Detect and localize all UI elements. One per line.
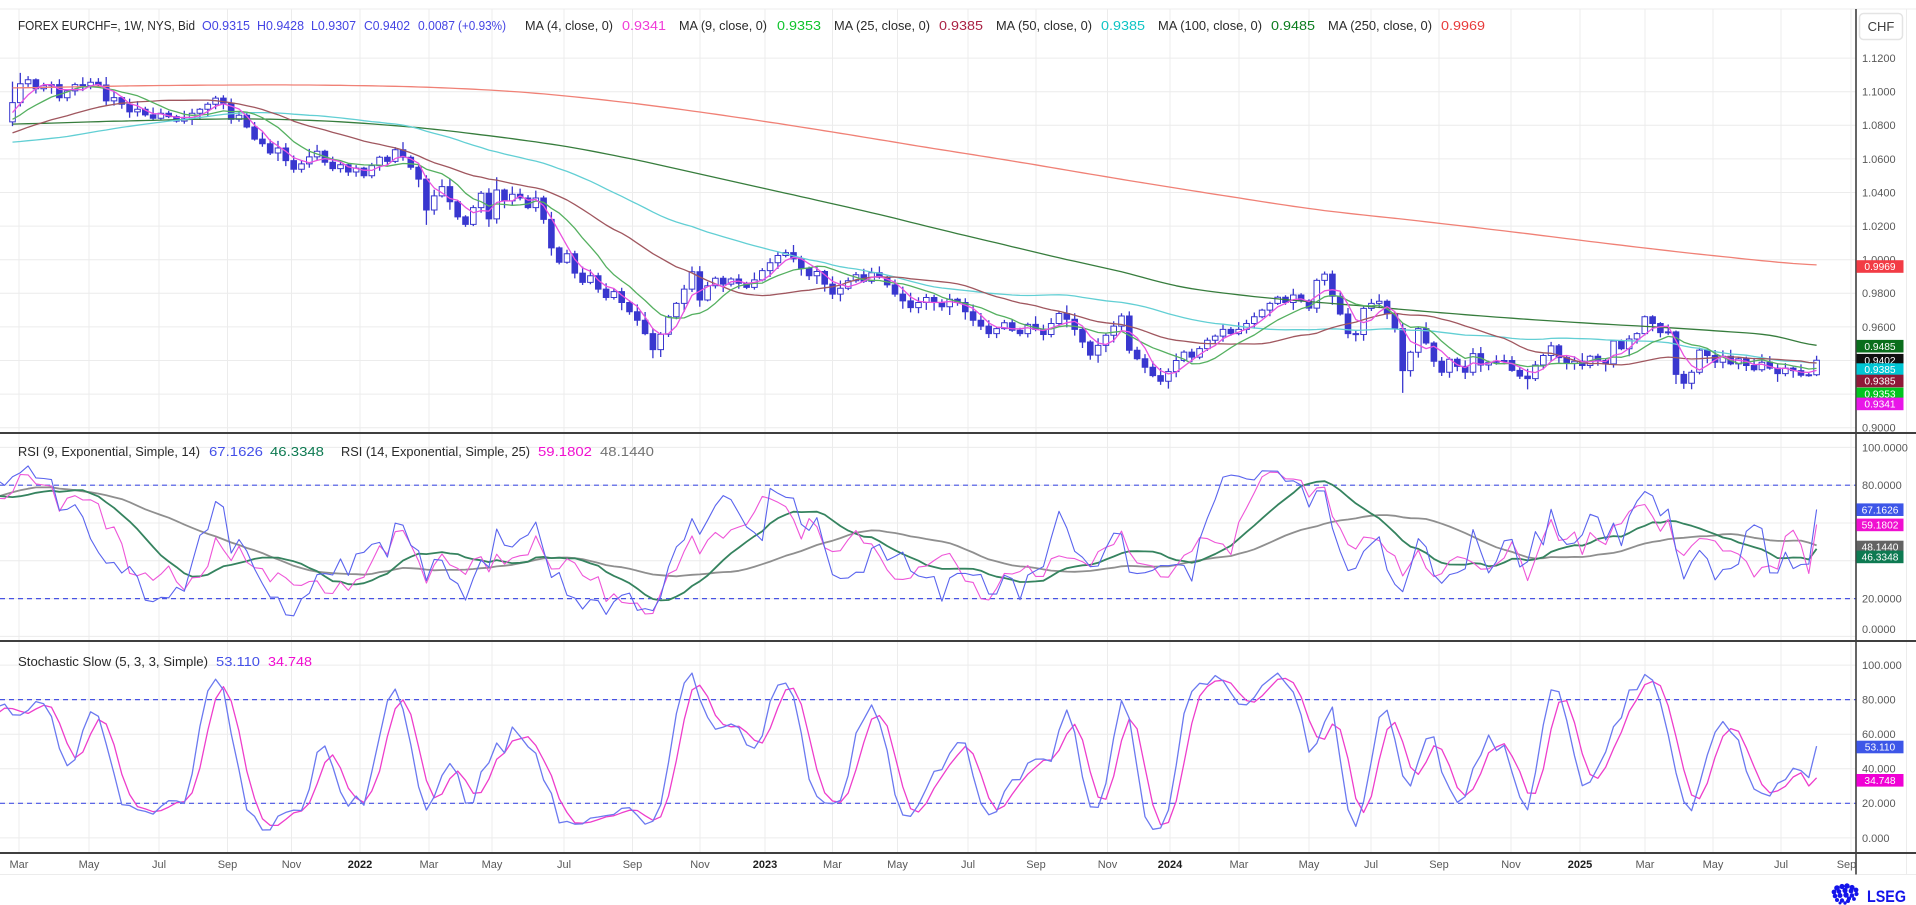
svg-text:C0.9402: C0.9402: [364, 18, 410, 33]
svg-text:L0.9307: L0.9307: [311, 18, 356, 33]
svg-text:Nov: Nov: [1098, 859, 1118, 871]
svg-text:Sep: Sep: [623, 859, 643, 871]
svg-text:48.1440: 48.1440: [1862, 543, 1899, 554]
svg-text:0.9385: 0.9385: [1864, 377, 1895, 388]
svg-text:34.748: 34.748: [268, 654, 312, 669]
svg-text:Mar: Mar: [1636, 859, 1655, 871]
svg-text:0.9341: 0.9341: [622, 18, 666, 33]
svg-text:1.1200: 1.1200: [1862, 53, 1896, 65]
svg-text:Jul: Jul: [961, 859, 975, 871]
svg-text:FOREX EURCHF=, 1W, NYS, Bid: FOREX EURCHF=, 1W, NYS, Bid: [18, 18, 195, 33]
svg-text:67.1626: 67.1626: [1862, 505, 1899, 516]
svg-text:0.9353: 0.9353: [777, 18, 821, 33]
svg-text:0.9969: 0.9969: [1441, 18, 1485, 33]
svg-text:MA (100, close, 0): MA (100, close, 0): [1158, 18, 1262, 33]
svg-text:0.9969: 0.9969: [1864, 262, 1895, 273]
svg-text:46.3348: 46.3348: [270, 444, 324, 459]
svg-text:0.000: 0.000: [1862, 833, 1890, 845]
svg-text:2024: 2024: [1158, 859, 1183, 871]
svg-text:80.000: 80.000: [1862, 695, 1896, 707]
svg-text:H0.9428: H0.9428: [257, 18, 304, 33]
svg-text:100.000: 100.000: [1862, 660, 1902, 672]
svg-text:Nov: Nov: [1501, 859, 1521, 871]
svg-text:MA (4, close, 0): MA (4, close, 0): [525, 18, 613, 33]
svg-text:Sep: Sep: [1026, 859, 1046, 871]
svg-text:53.110: 53.110: [216, 654, 260, 669]
svg-text:0.9385: 0.9385: [1864, 365, 1895, 376]
svg-text:59.1802: 59.1802: [538, 444, 592, 459]
svg-text:Sep: Sep: [1429, 859, 1449, 871]
svg-text:MA (25, close, 0): MA (25, close, 0): [834, 18, 930, 33]
svg-text:1.1000: 1.1000: [1862, 87, 1896, 99]
svg-text:Stochastic Slow (5, 3, 3, Simp: Stochastic Slow (5, 3, 3, Simple): [18, 654, 208, 669]
svg-text:LSEG: LSEG: [1867, 887, 1906, 905]
svg-text:1.0800: 1.0800: [1862, 120, 1896, 132]
svg-text:0.9341: 0.9341: [1864, 400, 1895, 411]
svg-text:Jul: Jul: [1774, 859, 1788, 871]
svg-text:20.000: 20.000: [1862, 798, 1896, 810]
svg-text:Mar: Mar: [10, 859, 29, 871]
svg-text:0.0087: 0.0087: [418, 18, 455, 33]
svg-text:48.1440: 48.1440: [600, 444, 654, 459]
svg-text:Mar: Mar: [1230, 859, 1249, 871]
svg-text:0.9800: 0.9800: [1862, 288, 1896, 300]
svg-text:RSI (9, Exponential, Simple, 1: RSI (9, Exponential, Simple, 14): [18, 444, 200, 459]
svg-text:0.9600: 0.9600: [1862, 322, 1896, 334]
svg-text:MA (9, close, 0): MA (9, close, 0): [679, 18, 767, 33]
svg-text:0.0000: 0.0000: [1862, 624, 1896, 636]
svg-text:MA (50, close, 0): MA (50, close, 0): [996, 18, 1092, 33]
svg-text:Jul: Jul: [152, 859, 166, 871]
svg-text:0.9353: 0.9353: [1864, 390, 1895, 401]
svg-text:O0.9315: O0.9315: [202, 18, 250, 33]
svg-text:1.0200: 1.0200: [1862, 221, 1896, 233]
svg-text:Nov: Nov: [282, 859, 302, 871]
svg-text:2025: 2025: [1568, 859, 1592, 871]
svg-text:Sep: Sep: [1837, 859, 1857, 871]
svg-text:67.1626: 67.1626: [209, 444, 263, 459]
svg-text:May: May: [79, 859, 100, 871]
svg-text:Nov: Nov: [690, 859, 710, 871]
svg-text:0.9000: 0.9000: [1862, 423, 1896, 435]
svg-text:59.1802: 59.1802: [1862, 521, 1899, 532]
svg-text:0.9485: 0.9485: [1271, 18, 1315, 33]
svg-text:100.0000: 100.0000: [1862, 442, 1908, 454]
svg-text:RSI (14, Exponential, Simple,: RSI (14, Exponential, Simple, 25): [341, 444, 530, 459]
svg-text:(+0.93%): (+0.93%): [458, 18, 506, 33]
svg-text:0.9402: 0.9402: [1864, 356, 1895, 367]
svg-text:80.0000: 80.0000: [1862, 480, 1902, 492]
svg-text:Mar: Mar: [823, 859, 842, 871]
svg-text:Jul: Jul: [1364, 859, 1378, 871]
svg-text:60.000: 60.000: [1862, 729, 1896, 741]
svg-text:Sep: Sep: [218, 859, 238, 871]
svg-text:0.9485: 0.9485: [1864, 342, 1895, 353]
svg-text:Mar: Mar: [420, 859, 439, 871]
svg-text:Jul: Jul: [557, 859, 571, 871]
svg-text:2023: 2023: [753, 859, 777, 871]
svg-text:May: May: [1299, 859, 1320, 871]
svg-text:1.0600: 1.0600: [1862, 154, 1896, 166]
svg-text:MA (250, close, 0): MA (250, close, 0): [1328, 18, 1432, 33]
svg-text:CHF: CHF: [1868, 19, 1895, 34]
svg-text:34.748: 34.748: [1864, 776, 1895, 787]
svg-text:20.0000: 20.0000: [1862, 594, 1902, 606]
svg-text:0.9385: 0.9385: [939, 18, 983, 33]
svg-text:May: May: [1703, 859, 1724, 871]
svg-text:May: May: [887, 859, 908, 871]
svg-text:46.3348: 46.3348: [1862, 553, 1899, 564]
svg-text:2022: 2022: [348, 859, 372, 871]
svg-text:1.0400: 1.0400: [1862, 187, 1896, 199]
svg-text:40.000: 40.000: [1862, 764, 1896, 776]
svg-text:May: May: [482, 859, 503, 871]
svg-text:53.110: 53.110: [1865, 743, 1896, 754]
svg-text:0.9385: 0.9385: [1101, 18, 1145, 33]
